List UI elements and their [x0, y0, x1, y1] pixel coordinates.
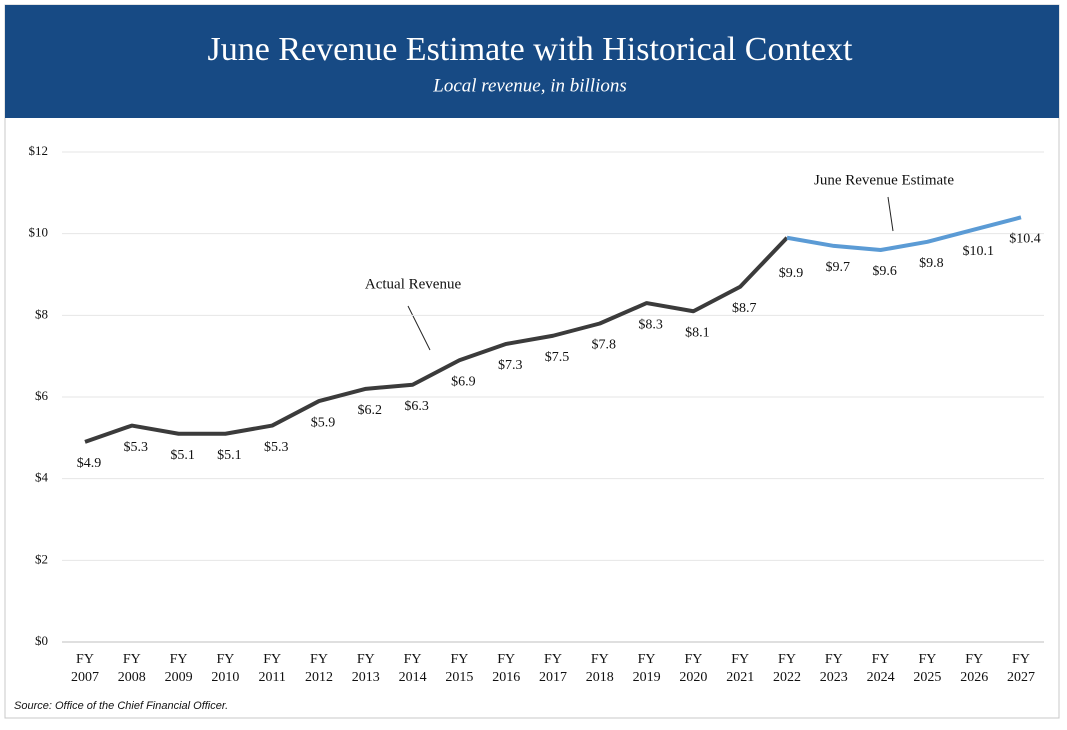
data-label: $7.5 [545, 350, 570, 365]
data-label: $6.3 [404, 399, 429, 414]
x-tick-label: FY 2008 [117, 652, 146, 685]
frame [4, 4, 1060, 719]
x-tick-label: FY 2010 [211, 652, 240, 685]
series-line [84, 236, 789, 444]
header-band [5, 5, 1059, 118]
series-line [786, 215, 1022, 252]
data-label: $5.1 [217, 448, 242, 463]
data-label: $7.8 [592, 338, 617, 353]
x-tick-label: FY 2019 [632, 652, 661, 685]
x-tick-label: FY 2011 [258, 652, 286, 685]
data-label: $6.9 [451, 374, 476, 389]
data-label: $5.9 [311, 415, 336, 430]
x-tick-label: FY 2013 [351, 652, 380, 685]
source: Source: Office of the Chief Financial Of… [14, 700, 228, 712]
data-label: $4.9 [77, 456, 102, 471]
annotation-pointer [887, 196, 894, 232]
data-label: $9.9 [779, 266, 804, 281]
y-tick-label: $6 [35, 388, 49, 403]
x-tick-label: FY 2017 [539, 652, 567, 685]
y-tick-label: $0 [35, 633, 48, 648]
y-tick-label: $10 [29, 225, 49, 240]
data-label: $10.1 [962, 244, 994, 259]
x-tick-label: FY 2025 [913, 652, 942, 685]
data-label: $8.7 [732, 301, 757, 316]
y-tick-label: $2 [35, 551, 48, 566]
data-label: $6.2 [358, 403, 383, 418]
data-label: $7.3 [498, 358, 523, 373]
y-tick-label: $4 [35, 470, 49, 485]
x-tick-label: FY 2014 [398, 652, 427, 685]
chart-subtitle: Local revenue, in billions [432, 75, 627, 96]
data-label: $5.1 [170, 448, 195, 463]
x-tick-label: FY 2021 [726, 652, 755, 685]
data-label: $5.3 [264, 440, 289, 455]
x-tick-label: FY 2015 [445, 652, 474, 685]
data-label: $9.7 [826, 260, 851, 275]
y-tick-label: $8 [35, 306, 48, 321]
x-tick-label: FY 2012 [305, 652, 333, 685]
x-tick-label: FY 2009 [164, 652, 193, 685]
data-label: $8.3 [638, 317, 663, 332]
x-tick-label: FY 2023 [819, 652, 848, 685]
data-label: $8.1 [685, 325, 710, 340]
x-tick-label: FY 2016 [492, 652, 521, 685]
annotation-pointer [407, 305, 431, 351]
chart-title: June Revenue Estimate with Historical Co… [208, 31, 853, 68]
annotation: June Revenue Estimate [814, 172, 954, 188]
data-label: $9.8 [919, 256, 944, 271]
data-label: $5.3 [124, 440, 149, 455]
data-label: $9.6 [872, 264, 897, 279]
x-tick-label: FY 2027 [1007, 652, 1035, 685]
x-tick-label: FY 2024 [866, 652, 895, 685]
y-tick-label: $12 [29, 143, 49, 158]
x-tick-label: FY 2020 [679, 652, 708, 685]
x-tick-label: FY 2022 [773, 652, 801, 685]
annotation: Actual Revenue [365, 276, 462, 292]
data-label: $10.4 [1009, 232, 1041, 247]
x-tick-label: FY 2007 [71, 652, 99, 685]
x-tick-label: FY 2018 [585, 652, 614, 685]
x-tick-label: FY 2026 [960, 652, 989, 685]
